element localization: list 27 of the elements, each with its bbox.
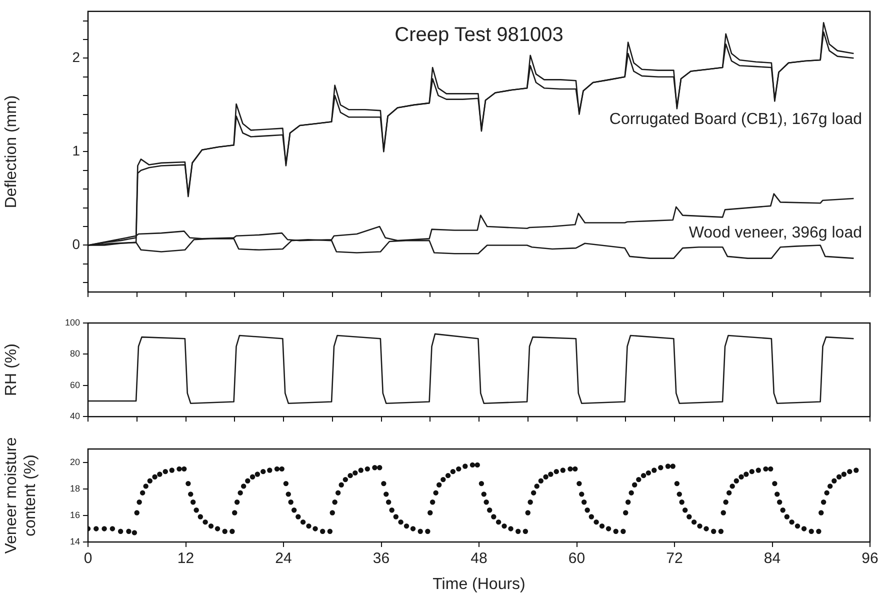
x-tick-label: 36: [372, 550, 390, 568]
annotation: Wood veneer, 396g load: [688, 224, 862, 242]
text: Creep Test 981003: [394, 24, 564, 46]
y-tick-label: 1: [72, 142, 80, 159]
y-tick-label: 100: [64, 317, 80, 328]
x-axis-title: Time (Hours): [432, 576, 526, 593]
y-tick-label: 60: [70, 380, 80, 390]
annotation: Corrugated Board (CB1), 167g load: [609, 110, 862, 128]
x-tick-label: 72: [666, 550, 683, 568]
y-tick-label: 80: [70, 348, 80, 359]
y-axis-title: RH (%): [3, 344, 20, 396]
x-tick-label: 48: [470, 550, 488, 568]
y-tick-label: 0: [72, 236, 80, 252]
x-tick-label: 24: [275, 550, 292, 568]
y-axis-title: Deflection (mm): [3, 95, 20, 208]
x-tick-label: 0: [84, 550, 92, 568]
y-tick-label: 16: [70, 510, 80, 520]
x-tick-label: 12: [177, 550, 194, 568]
x-tick-label: 96: [862, 550, 878, 568]
x-tick-label: 84: [764, 550, 781, 568]
y-tick-label: 40: [70, 411, 80, 422]
x-tick-label: 60: [568, 550, 586, 568]
y-axis-title: Veneer moisture content (%): [3, 437, 40, 554]
y-tick-label: 18: [70, 483, 80, 494]
y-tick-label: 2: [72, 49, 80, 66]
y-tick-label: 14: [70, 536, 80, 546]
y-tick-label: 20: [70, 456, 80, 467]
